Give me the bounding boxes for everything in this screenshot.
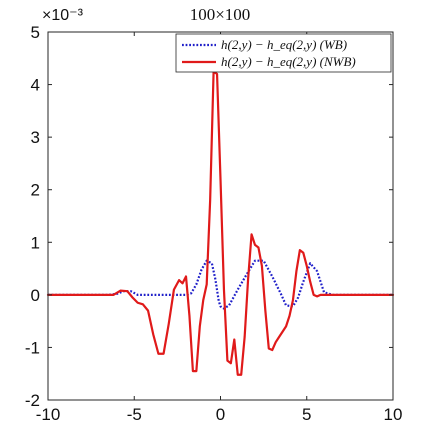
legend: h(2,y) − h_eq(2,y) (WB) h(2,y) − h_eq(2,y… (175, 33, 392, 73)
chart-title: 100×100 (190, 5, 251, 24)
plot-area (48, 32, 393, 400)
y-tick-label-4: 2 (31, 181, 40, 200)
legend-box (175, 33, 392, 73)
y-tick-label-7: 5 (31, 23, 40, 42)
x-tick-label-2: 0 (216, 405, 225, 424)
x-tick-label-3: 5 (302, 405, 311, 424)
y-tick-label-0: -2 (25, 391, 40, 410)
y-tick-label-5: 3 (31, 128, 40, 147)
series-line-0 (48, 259, 393, 310)
series-line-1 (46, 70, 395, 376)
y-tick-label-1: -1 (25, 338, 40, 357)
y-exponent-label: ×10⁻³ (42, 7, 84, 24)
y-tick-label-3: 1 (31, 233, 40, 252)
series-layer (46, 70, 395, 376)
x-tick-label-0: -10 (36, 405, 61, 424)
x-tick-label-1: -5 (127, 405, 142, 424)
x-tick-label-4: 10 (384, 405, 403, 424)
y-tick-label-6: 4 (31, 76, 40, 95)
y-tick-label-2: 0 (31, 286, 40, 305)
legend-label-1: h(2,y) − h_eq(2,y) (NWB) (221, 54, 356, 69)
legend-label-0: h(2,y) − h_eq(2,y) (WB) (221, 37, 347, 52)
